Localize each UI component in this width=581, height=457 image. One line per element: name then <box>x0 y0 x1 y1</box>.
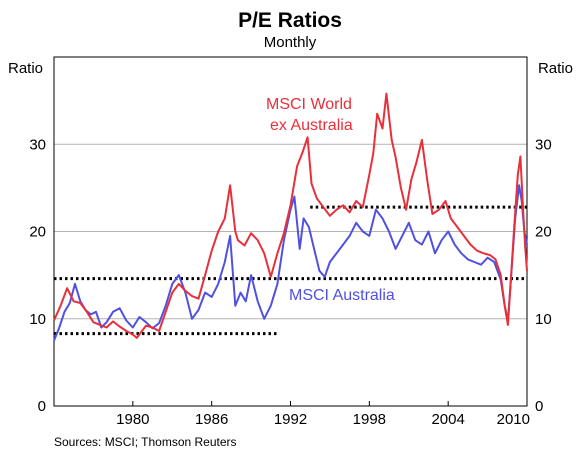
australia-series-label: MSCI Australia <box>289 287 395 304</box>
source-note: Sources: MSCI; Thomson Reuters <box>54 435 237 449</box>
world-series-label-line-1: MSCI World <box>266 96 352 113</box>
series-line-msci-world-ex-australia <box>53 92 528 339</box>
y-tick-label-left-10: 10 <box>29 311 46 328</box>
x-tick-label-2004: 2004 <box>431 411 464 428</box>
y-tick-label-right-20: 20 <box>535 224 552 241</box>
x-tick-label-2010: 2010 <box>497 411 530 428</box>
x-tick-label-1980: 1980 <box>116 411 149 428</box>
y-axis-unit-left: Ratio <box>8 60 43 77</box>
x-tick-label-1986: 1986 <box>195 411 228 428</box>
y-tick-label-right-10: 10 <box>535 311 552 328</box>
y-tick-label-right-30: 30 <box>535 136 552 153</box>
world-series-label-line-2: ex Australia <box>270 117 353 134</box>
y-tick-label-left-0: 0 <box>38 398 46 415</box>
chart-title: P/E Ratios <box>238 9 342 32</box>
y-tick-label-right-0: 0 <box>535 398 543 415</box>
plot-area: 0 0 10 10 20 20 30 30 1980 1986 1992 1998 2004 2010 <box>29 56 552 428</box>
series-line-msci-australia <box>53 184 528 341</box>
x-tick-label-1992: 1992 <box>274 411 307 428</box>
chart-subtitle: Monthly <box>264 34 317 51</box>
y-axis-unit-right: Ratio <box>538 60 573 77</box>
y-tick-label-left-30: 30 <box>29 136 46 153</box>
x-tick-label-1998: 1998 <box>353 411 386 428</box>
y-tick-label-left-20: 20 <box>29 224 46 241</box>
